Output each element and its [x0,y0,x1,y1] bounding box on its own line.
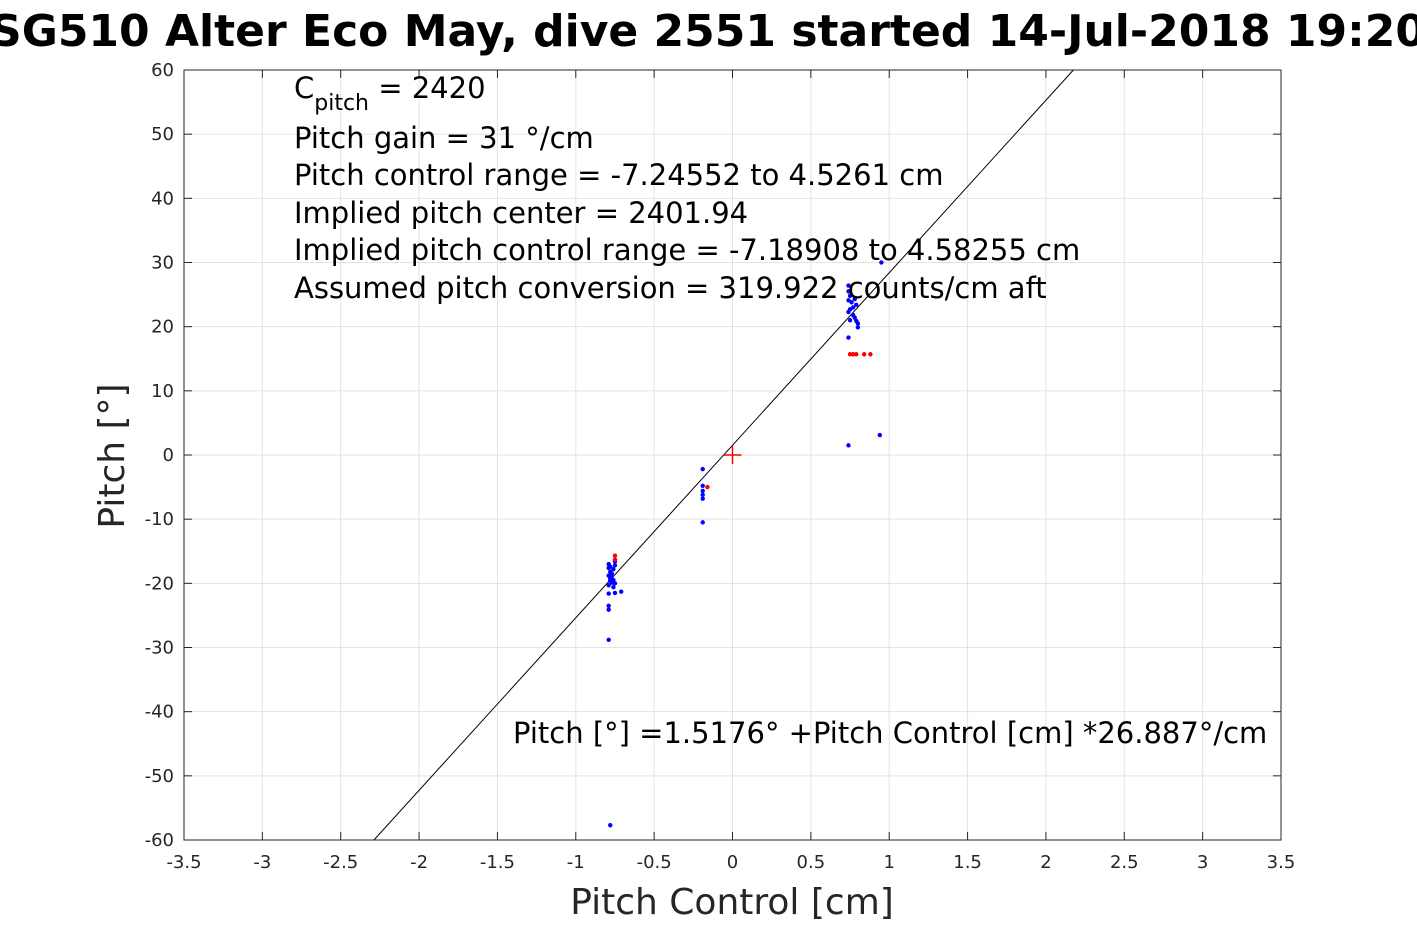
data-point [846,443,851,448]
y-tick-label: 30 [151,253,174,274]
annotation-implied-range: Implied pitch control range = -7.18908 t… [294,233,1080,267]
data-point [612,557,618,562]
data-point [846,309,851,315]
data-point [606,591,611,596]
c-pitch-value: = 2420 [369,71,486,105]
data-point [847,318,853,323]
x-tick-label: 2 [1040,852,1051,873]
y-tick-label: -60 [145,830,174,851]
y-tick-label: 10 [151,381,174,402]
data-point [612,581,618,586]
y-tick-label: 60 [151,60,174,81]
data-point [700,496,705,501]
y-tick-label: -30 [145,638,174,659]
c-pitch-subscript: pitch [314,91,369,116]
data-point [606,603,611,608]
y-tick-label: -50 [145,766,174,787]
x-tick-label: 1 [883,852,894,873]
data-point [609,574,615,579]
data-point [705,484,710,490]
x-tick-label: -2.5 [323,852,358,873]
x-tick-label: -2 [410,852,428,873]
x-tick-label: 0.5 [797,852,826,873]
x-tick-label: 3.5 [1267,852,1296,873]
data-point [846,335,851,340]
data-point [606,583,611,588]
x-axis-label: Pitch Control [cm] [570,882,894,923]
data-point [611,584,616,590]
data-point [849,300,854,305]
data-point [700,492,705,497]
annotation-implied-center: Implied pitch center = 2401.94 [294,196,748,230]
annotation-pitch-control-range: Pitch control range = -7.24552 to 4.5261… [294,158,943,192]
data-point [852,296,857,302]
data-point [855,321,861,326]
data-point [608,564,613,569]
data-point [877,432,883,438]
c-pitch-base: C [294,71,314,105]
data-point [611,567,616,572]
y-tick-label: 0 [163,445,174,466]
center-marker-group [723,446,742,464]
data-point [868,352,873,357]
x-tick-label: -3.5 [166,852,201,873]
y-axis-label: Pitch [°] [92,383,133,528]
x-tick-label: -3 [253,852,271,873]
fit-equation-label: Pitch [°] =1.5176° +Pitch Control [cm] *… [513,716,1267,750]
data-point [700,520,705,525]
x-tick-label: 0 [727,852,738,873]
data-point [612,553,618,558]
y-tick-label: -20 [145,573,174,594]
data-point [700,483,705,488]
data-point [606,637,611,642]
x-tick-label: -1 [567,852,585,873]
data-point [861,352,867,357]
data-point [846,289,851,294]
data-point [608,578,613,583]
data-point [855,325,861,330]
y-tick-label: -40 [145,702,174,723]
data-point [846,283,851,288]
annotation-c-pitch: Cpitch = 2420 [294,71,486,116]
data-point [700,488,705,494]
data-point [854,352,859,357]
data-point [850,352,856,357]
data-points [606,260,884,828]
data-point [700,466,705,472]
x-tick-label: -1.5 [480,852,515,873]
data-point [608,823,613,828]
data-point [619,589,624,594]
grid-lines [184,70,1281,840]
data-point [612,563,618,568]
y-tick-label: -10 [145,509,174,530]
x-tick-label: 2.5 [1110,852,1139,873]
annotation-conversion: Assumed pitch conversion = 319.922 count… [294,271,1047,305]
annotation-pitch-gain: Pitch gain = 31 °/cm [294,121,594,155]
data-point [854,302,859,308]
data-point [606,607,611,612]
x-tick-label: 3 [1197,852,1208,873]
y-tick-label: 40 [151,188,174,209]
data-point [879,260,884,265]
data-point [612,590,618,596]
chart-title: SG510 Alter Eco May, dive 2551 started 1… [0,6,1417,57]
y-tick-label: 20 [151,317,174,338]
data-point [847,352,853,357]
axis-ticks: -3.5 -3 -2.5 -2 -1.5 -1 -0.5 0 0.5 1 1.5 2 2.5 3 3.5 -6… [145,60,1296,873]
y-tick-label: 50 [151,124,174,145]
x-tick-label: -0.5 [637,852,672,873]
data-point [847,293,853,299]
x-tick-label: 1.5 [953,852,982,873]
